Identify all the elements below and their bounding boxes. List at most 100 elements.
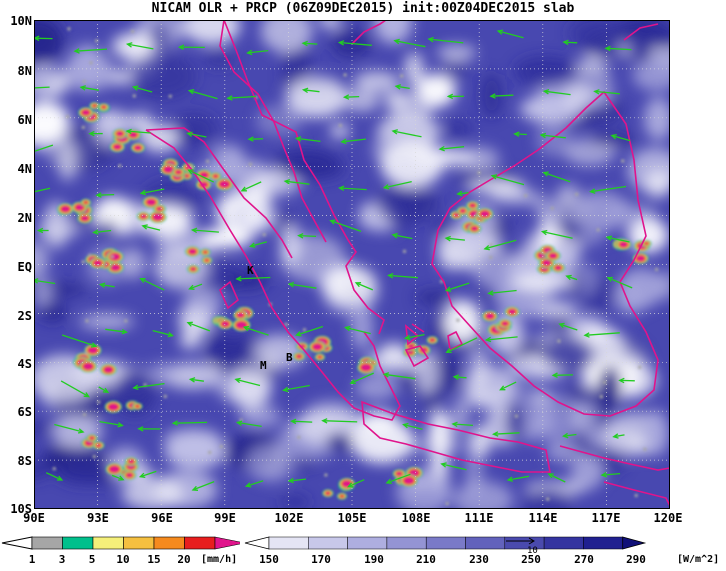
precip-cell [102, 106, 106, 108]
wind-vector [125, 128, 151, 135]
cloud-blob [434, 220, 452, 239]
colorbar-swatch [308, 536, 348, 550]
precip-cell [95, 39, 99, 43]
precip-cell [440, 280, 444, 283]
wind-vector [36, 227, 49, 234]
wind-vector [34, 86, 50, 89]
precip-cell [163, 394, 167, 398]
cloud-blob [627, 20, 651, 61]
wind-vector [92, 229, 112, 235]
wind-vector [542, 88, 571, 96]
cloud-blob [387, 191, 414, 233]
precip-cell [489, 255, 493, 259]
coastline-java [361, 400, 551, 473]
wind-vector [111, 474, 125, 481]
cloud-blob [350, 305, 374, 351]
colorbar-arrow [214, 536, 240, 550]
precip-cell [544, 247, 551, 253]
precip-cell [109, 466, 119, 473]
wind-vector [605, 235, 630, 243]
coastline-inset [447, 330, 464, 352]
precip-legend-label: 5 [88, 553, 96, 566]
coastline-sumatra [145, 129, 401, 421]
precip-cell [341, 495, 343, 497]
cloud-blob [34, 241, 49, 280]
wind-vector [427, 36, 464, 44]
cloud-blob [510, 274, 574, 292]
wind-vector [618, 377, 635, 384]
precip-cell [456, 318, 460, 322]
lat-label: 10N [10, 14, 32, 28]
wind-vector [283, 178, 310, 185]
cloud-blob [646, 169, 670, 199]
precip-cell [575, 192, 579, 196]
precip-cell [97, 400, 101, 404]
cloud-blob [330, 124, 350, 138]
cloud-blob [597, 366, 622, 410]
precip-cell [237, 313, 244, 318]
precip-cell [655, 267, 659, 271]
precip-cell [297, 355, 301, 358]
precip-cell [599, 395, 603, 399]
cloud-blob [557, 183, 580, 202]
precip-cell [84, 351, 88, 355]
precip-cell [445, 502, 449, 506]
precip-cell [239, 418, 243, 422]
wind-vector [247, 136, 264, 142]
wind-vector [190, 227, 219, 234]
map-title: NICAM OLR + PRCP (06Z09DEC2015) init:00Z… [151, 1, 575, 16]
wind-vector [583, 332, 620, 338]
lat-label: EQ [17, 260, 32, 274]
precip-cell [143, 383, 147, 387]
precip-cell [204, 251, 207, 253]
cloud-blob [119, 247, 146, 279]
wind-vector [137, 426, 161, 432]
precip-legend-label: 3 [58, 553, 66, 566]
wind-vector [506, 475, 530, 482]
wind-vector [54, 423, 85, 434]
precip-cell [61, 206, 70, 212]
precip-unit: [mm/h] [201, 554, 238, 565]
precip-cell [93, 105, 96, 107]
lon-label: 102E [274, 511, 304, 525]
wind-vector [125, 42, 154, 50]
wind-vector [235, 276, 271, 282]
wind-vector [34, 144, 54, 153]
wind-vector [177, 44, 205, 50]
precip-cell [343, 73, 347, 77]
precip-cell [636, 255, 645, 261]
precip-cell [262, 233, 266, 237]
wind-vector [131, 85, 153, 93]
precip-cell [403, 249, 406, 253]
wind-vector [234, 377, 261, 387]
precip-cell [85, 319, 89, 323]
lat-label: 4N [17, 162, 32, 176]
precip-cell [185, 174, 189, 177]
lat-label: 8N [17, 64, 32, 78]
precip-cell [118, 164, 122, 168]
wind-vector [496, 29, 524, 39]
cloud-blob [643, 409, 669, 457]
colorbar-swatch [153, 536, 185, 550]
cloud-blob [453, 481, 514, 509]
lat-label: 8S [17, 454, 32, 468]
wind-vector [393, 38, 426, 48]
cloud-blob [572, 190, 630, 232]
cloud-blob [513, 56, 578, 87]
precip-cell [83, 363, 93, 370]
wind-vector [547, 473, 566, 483]
wind-vector [244, 480, 264, 488]
cloud-blob [164, 432, 226, 470]
cloud-blob [285, 76, 349, 118]
cloud-blob [38, 301, 67, 323]
wind-vector [491, 431, 520, 437]
wind-vector [444, 235, 465, 242]
cloud-blob [632, 59, 670, 92]
cloud-blob [112, 370, 157, 417]
precip-cell [222, 321, 229, 327]
cloud-blob [121, 477, 184, 509]
precip-cell [135, 145, 141, 150]
precip-colorbar [1, 536, 240, 550]
precip-legend-label: 15 [147, 553, 161, 566]
precip-cell [603, 380, 607, 384]
